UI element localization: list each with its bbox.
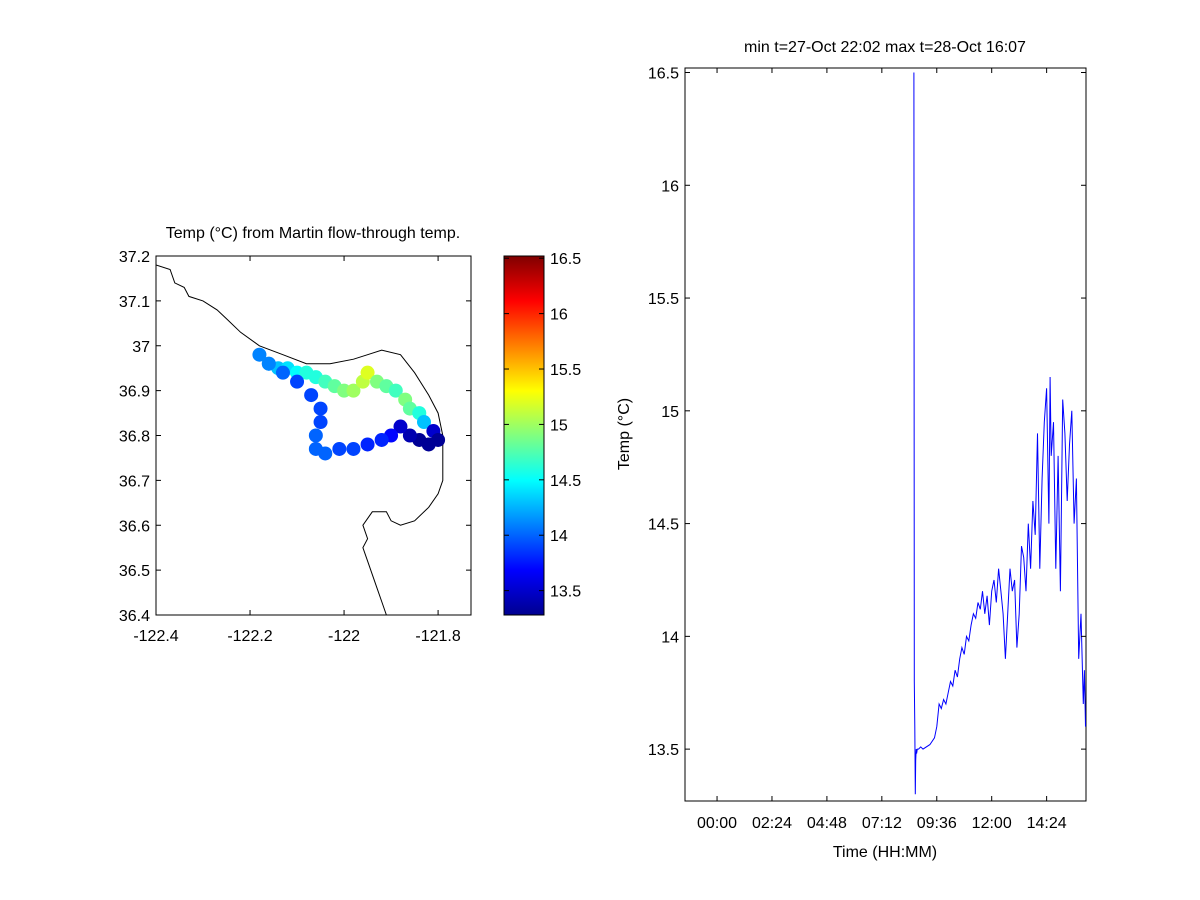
colorbar-tick-label: 15.5 bbox=[550, 362, 581, 379]
map-title: Temp (°C) from Martin flow-through temp. bbox=[166, 225, 460, 242]
ts-y-tick-label: 14 bbox=[661, 629, 679, 646]
map-y-tick-label: 37 bbox=[132, 339, 150, 356]
coastline bbox=[156, 264, 444, 615]
colorbar: 13.5 14 14.5 15 15.5 16 16.5 bbox=[503, 251, 581, 616]
map-y-tick-label: 36.7 bbox=[119, 473, 150, 490]
track-point bbox=[416, 415, 431, 430]
track-point bbox=[304, 388, 319, 403]
timeseries-title: min t=27-Oct 22:02 max t=28-Oct 16:07 bbox=[744, 39, 1026, 56]
colorbar-tick-label: 16 bbox=[550, 307, 568, 324]
map-y-tick-label: 36.6 bbox=[119, 518, 150, 535]
ts-x-tick-label: 04:48 bbox=[807, 815, 847, 832]
map-x-tick-label: -122.2 bbox=[227, 628, 272, 645]
colorbar-gradient bbox=[503, 255, 545, 616]
map-y-tick-label: 36.9 bbox=[119, 384, 150, 401]
map-x-tick-label: -121.8 bbox=[415, 628, 460, 645]
track-point bbox=[360, 437, 375, 452]
map-y-tick-label: 37.2 bbox=[119, 249, 150, 266]
ts-x-tick-label: 07:12 bbox=[862, 815, 902, 832]
ts-x-tick-label: 02:24 bbox=[752, 815, 792, 832]
track-point bbox=[290, 374, 305, 389]
map-x-ticks: -122.4 -122.2 -122 -121.8 bbox=[133, 256, 461, 645]
track-point bbox=[346, 383, 361, 398]
track-point bbox=[388, 383, 403, 398]
track-point bbox=[308, 441, 323, 456]
track-point bbox=[360, 365, 375, 380]
colorbar-tick-label: 14.5 bbox=[550, 473, 581, 490]
map-x-tick-label: -122.4 bbox=[133, 628, 178, 645]
track-point bbox=[261, 356, 276, 371]
track-point bbox=[332, 441, 347, 456]
colorbar-tick-label: 13.5 bbox=[550, 584, 581, 601]
map-panel: Temp (°C) from Martin flow-through temp.… bbox=[119, 225, 472, 645]
ts-y-tick-label: 13.5 bbox=[648, 742, 679, 759]
timeseries-ylabel: Temp (°C) bbox=[616, 398, 633, 470]
map-x-tick-label: -122 bbox=[328, 628, 360, 645]
ts-y-tick-label: 15 bbox=[661, 404, 679, 421]
map-y-tick-label: 36.8 bbox=[119, 429, 150, 446]
ts-y-tick-label: 15.5 bbox=[648, 291, 679, 308]
timeseries-axes-box bbox=[684, 67, 1087, 802]
ts-y-tick-label: 14.5 bbox=[648, 517, 679, 534]
ts-x-tick-label: 00:00 bbox=[697, 815, 737, 832]
colorbar-tick-label: 14 bbox=[550, 528, 568, 545]
track-point bbox=[346, 441, 361, 456]
track-point bbox=[393, 419, 408, 434]
track-point bbox=[308, 428, 323, 443]
track-point bbox=[275, 365, 290, 380]
track-point bbox=[402, 428, 417, 443]
colorbar-tick-label: 16.5 bbox=[550, 251, 581, 268]
map-y-ticks: 36.4 36.5 36.6 36.7 36.8 36.9 37 37.1 37.2 bbox=[119, 249, 471, 625]
map-y-tick-label: 36.4 bbox=[119, 608, 150, 625]
temp-series-line bbox=[913, 72, 1086, 795]
colorbar-ticks: 13.5 14 14.5 15 15.5 16 16.5 bbox=[504, 251, 581, 601]
ts-y-tick-label: 16.5 bbox=[648, 66, 679, 83]
ts-x-tick-label: 09:36 bbox=[917, 815, 957, 832]
track-point bbox=[252, 347, 267, 362]
track-point bbox=[313, 401, 328, 416]
track-point bbox=[313, 415, 328, 430]
track-point bbox=[374, 432, 389, 447]
timeseries-xlabel: Time (HH:MM) bbox=[833, 844, 937, 861]
map-y-tick-label: 36.5 bbox=[119, 563, 150, 580]
colorbar-tick-label: 15 bbox=[550, 417, 568, 434]
ts-y-tick-label: 16 bbox=[661, 178, 679, 195]
timeseries-panel: min t=27-Oct 22:02 max t=28-Oct 16:07 00… bbox=[616, 39, 1087, 861]
map-y-tick-label: 37.1 bbox=[119, 294, 150, 311]
ts-x-tick-label: 12:00 bbox=[972, 815, 1012, 832]
timeseries-y-ticks: 13.5 14 14.5 15 15.5 16 16.5 bbox=[648, 66, 1086, 759]
ts-x-tick-label: 14:24 bbox=[1027, 815, 1067, 832]
track-points bbox=[252, 347, 446, 461]
timeseries-x-ticks: 00:00 02:24 04:48 07:12 09:36 12:00 14:24 bbox=[697, 68, 1067, 832]
